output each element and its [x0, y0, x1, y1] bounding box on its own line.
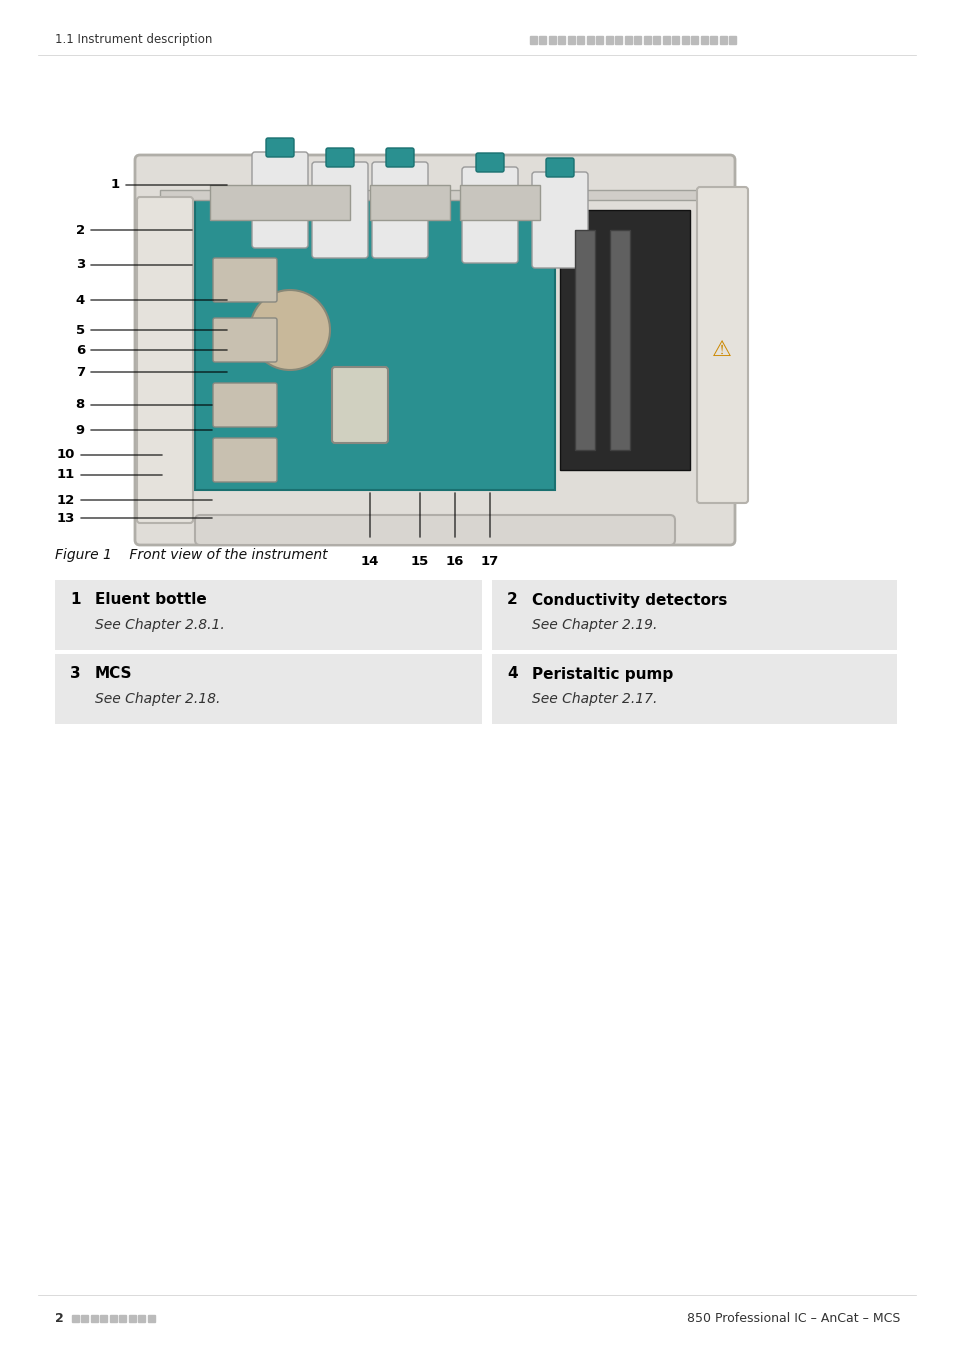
Bar: [558, 36, 565, 45]
Text: See Chapter 2.18.: See Chapter 2.18.: [95, 693, 220, 706]
FancyBboxPatch shape: [213, 258, 276, 302]
Text: 6: 6: [75, 343, 85, 356]
Text: 7: 7: [76, 366, 85, 378]
Bar: [577, 36, 584, 45]
Bar: [81, 1315, 89, 1322]
Text: Figure 1    Front view of the instrument: Figure 1 Front view of the instrument: [55, 548, 327, 562]
Text: Peristaltic pump: Peristaltic pump: [532, 667, 673, 682]
Bar: [91, 1315, 98, 1322]
Bar: [567, 36, 575, 45]
Bar: [624, 36, 631, 45]
Text: 2: 2: [506, 593, 517, 608]
Text: 14: 14: [360, 555, 378, 568]
Bar: [119, 1315, 127, 1322]
Text: ⚠: ⚠: [711, 340, 731, 360]
Bar: [492, 580, 896, 649]
Bar: [691, 36, 698, 45]
FancyBboxPatch shape: [326, 148, 354, 167]
FancyBboxPatch shape: [266, 138, 294, 157]
FancyBboxPatch shape: [532, 171, 587, 269]
Bar: [605, 36, 613, 45]
Text: 1: 1: [111, 178, 120, 192]
Text: Eluent bottle: Eluent bottle: [95, 593, 207, 608]
Text: 9: 9: [76, 424, 85, 436]
Bar: [492, 653, 896, 724]
FancyBboxPatch shape: [194, 514, 675, 545]
Bar: [370, 185, 450, 220]
Bar: [71, 1315, 79, 1322]
Bar: [459, 185, 539, 220]
FancyBboxPatch shape: [213, 383, 276, 427]
Bar: [129, 1315, 136, 1322]
Bar: [653, 36, 659, 45]
Bar: [662, 36, 669, 45]
Bar: [148, 1315, 154, 1322]
FancyBboxPatch shape: [312, 162, 368, 258]
Text: Conductivity detectors: Conductivity detectors: [532, 593, 726, 608]
Bar: [710, 36, 717, 45]
FancyBboxPatch shape: [386, 148, 414, 167]
Bar: [681, 36, 688, 45]
FancyBboxPatch shape: [213, 437, 276, 482]
Bar: [559, 211, 689, 470]
Text: MCS: MCS: [95, 667, 132, 682]
Text: 8: 8: [75, 398, 85, 412]
FancyBboxPatch shape: [213, 319, 276, 362]
Bar: [575, 230, 595, 450]
Text: 4: 4: [506, 667, 517, 682]
Bar: [138, 1315, 146, 1322]
Text: See Chapter 2.8.1.: See Chapter 2.8.1.: [95, 618, 225, 632]
Text: 5: 5: [76, 324, 85, 336]
Bar: [609, 230, 629, 450]
Text: 850 Professional IC – AnCat – MCS: 850 Professional IC – AnCat – MCS: [686, 1311, 899, 1324]
Text: 16: 16: [445, 555, 464, 568]
Circle shape: [250, 290, 330, 370]
Bar: [160, 190, 720, 200]
Bar: [110, 1315, 117, 1322]
FancyBboxPatch shape: [476, 153, 503, 171]
Bar: [596, 36, 603, 45]
FancyBboxPatch shape: [372, 162, 428, 258]
Text: See Chapter 2.17.: See Chapter 2.17.: [532, 693, 657, 706]
FancyBboxPatch shape: [697, 188, 747, 504]
Text: 2: 2: [76, 224, 85, 236]
Text: 11: 11: [56, 468, 75, 482]
Text: 2: 2: [55, 1311, 64, 1324]
Text: 3: 3: [75, 258, 85, 271]
Bar: [729, 36, 736, 45]
Text: 1: 1: [70, 593, 80, 608]
FancyBboxPatch shape: [135, 155, 734, 545]
Text: 1.1 Instrument description: 1.1 Instrument description: [55, 34, 213, 46]
Bar: [700, 36, 707, 45]
Text: 12: 12: [56, 494, 75, 506]
Bar: [55, 653, 481, 724]
Bar: [720, 36, 726, 45]
Bar: [672, 36, 679, 45]
Bar: [643, 36, 650, 45]
Bar: [530, 36, 537, 45]
Text: 3: 3: [70, 667, 81, 682]
Text: 10: 10: [56, 448, 75, 462]
FancyBboxPatch shape: [545, 158, 574, 177]
Bar: [210, 185, 350, 220]
Text: 15: 15: [411, 555, 429, 568]
FancyBboxPatch shape: [137, 197, 193, 522]
Bar: [548, 36, 556, 45]
FancyBboxPatch shape: [252, 153, 308, 248]
Text: 13: 13: [56, 512, 75, 525]
Bar: [55, 580, 481, 649]
Bar: [100, 1315, 108, 1322]
Text: 17: 17: [480, 555, 498, 568]
Bar: [586, 36, 594, 45]
Text: See Chapter 2.19.: See Chapter 2.19.: [532, 618, 657, 632]
Bar: [615, 36, 622, 45]
Bar: [194, 200, 555, 490]
Bar: [539, 36, 546, 45]
Text: 4: 4: [75, 293, 85, 306]
FancyBboxPatch shape: [461, 167, 517, 263]
FancyBboxPatch shape: [332, 367, 388, 443]
Bar: [634, 36, 640, 45]
